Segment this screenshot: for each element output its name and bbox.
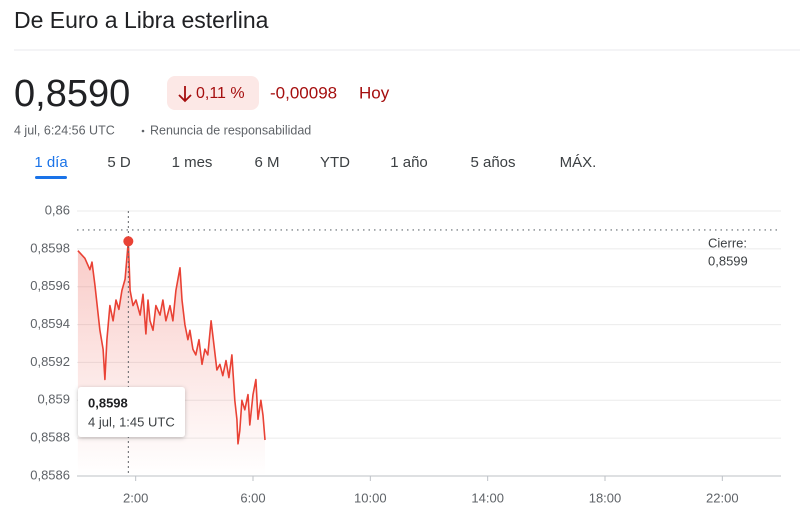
tab[interactable]: MÁX. [560, 154, 597, 171]
hover-dot [123, 236, 134, 247]
tab[interactable]: YTD [320, 154, 350, 171]
tab[interactable]: 1 año [390, 154, 428, 171]
change-badge [167, 76, 259, 110]
timestamp: 4 jul, 6:24:56 UTC [14, 123, 115, 137]
title: De Euro a Libra esterlina [14, 7, 269, 33]
x-tick-label: 22:00 [706, 490, 739, 505]
change-pct: 0,11 % [196, 85, 245, 102]
change: -0,00098 [270, 83, 337, 102]
tooltip-value: 0,8598 [88, 395, 128, 410]
x-tick-label: 2:00 [123, 490, 148, 505]
x-tick-label: 18:00 [589, 490, 622, 505]
price: 0,8590 [14, 73, 130, 115]
y-tick-label: 0,8598 [30, 240, 70, 255]
plot: 0,8586 0,8588 0,859 0,8592 0,8594 0,8596 0,859… [30, 202, 781, 505]
tab[interactable]: 5 D [107, 154, 131, 171]
x-tick-label: 6:00 [240, 490, 265, 505]
tab[interactable]: 6 M [254, 154, 279, 171]
down-arrow [178, 86, 192, 103]
y-tick-label: 0,8586 [30, 467, 70, 482]
y-tick-label: 0,8588 [30, 430, 70, 445]
x-tick-label: 14:00 [471, 490, 504, 505]
y-tick-label: 0,86 [45, 202, 70, 217]
tabs: 1 día 5 D 1 mes 6 M YTD 1 año 5 años MÁX. [34, 154, 596, 179]
y-tick-label: 0,8596 [30, 278, 70, 293]
tab-underline [35, 176, 67, 179]
previous-close-value: 0,8599 [708, 253, 748, 268]
line [77, 240, 266, 445]
tooltip-date: 4 jul, 1:45 UTC [88, 414, 175, 429]
y-tick-label: 0,859 [37, 392, 70, 407]
y-tick-label: 0,8594 [30, 316, 70, 331]
y-tick-label: 0,8592 [30, 354, 70, 369]
separator [141, 129, 145, 133]
period: Hoy [359, 83, 390, 102]
tab[interactable]: 1 mes [172, 154, 213, 171]
previous-close-label: Cierre: [708, 235, 747, 250]
tab[interactable]: 5 años [470, 154, 515, 171]
tooltip-box [78, 387, 185, 437]
x-tick-label: 10:00 [354, 490, 387, 505]
disclaimer[interactable]: Renuncia de responsabilidad [150, 123, 311, 137]
tab[interactable]: 1 día [34, 154, 68, 171]
